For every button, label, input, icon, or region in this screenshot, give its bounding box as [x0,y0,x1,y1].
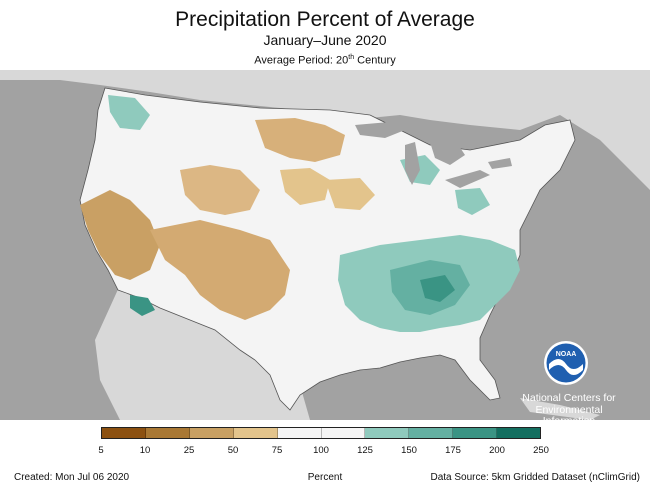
legend-swatch [453,428,498,438]
dry-area-northern-plains [255,118,345,162]
date-range: January–June 2020 [263,32,387,48]
lake-ontario [488,158,512,169]
precipitation-map: NOAA National Centers for Environmental … [0,70,650,427]
legend-swatch [189,428,234,438]
lake-erie [445,170,490,188]
legend-tick-label: 50 [227,445,239,456]
map-header: Precipitation Percent of Average January… [0,0,650,70]
wet-area-core [420,275,455,302]
legend-ticks: 5 10 25 50 75 100 125 150 175 200 250 [0,445,650,457]
legend-swatch [233,428,278,438]
legend-swatch [321,428,366,438]
dry-area-california-nevada [80,190,160,280]
dry-area-southwest [150,220,290,320]
noaa-logo-gull [549,359,583,375]
legend-swatch [409,428,454,438]
map-canvas [0,70,650,420]
noaa-logo: NOAA [544,341,588,385]
legend-tick-label: 25 [183,445,195,456]
average-period-prefix: Average Period: 20 [254,54,349,67]
ncei-label: National Centers for Environmental Infor… [520,392,618,428]
page-title: Precipitation Percent of Average [175,8,475,31]
legend-swatch [365,428,410,438]
legend-tick-label: 5 [98,445,104,456]
legend-swatch [277,428,322,438]
legend-tick-label: 100 [313,445,329,456]
legend-tick-label: 200 [489,445,505,456]
legend-tick-label: 250 [533,445,549,456]
unit-label: Percent [307,472,343,483]
legend-tick-label: 175 [445,445,461,456]
legend-swatch [497,428,541,438]
wet-area-ohio-valley [455,188,490,215]
wet-area-southern-arizona [130,295,155,316]
dry-area-iowa [325,178,375,210]
color-legend [101,427,541,439]
noaa-logo-text: NOAA [556,351,577,358]
dry-area-central-plains [280,168,330,205]
legend-tick-label: 75 [271,445,283,456]
canada-landmass [0,70,650,190]
lake-huron [430,140,465,165]
average-period-superscript: th [348,54,355,61]
legend-tick-label: 150 [401,445,417,456]
data-source: Data Source: 5km Gridded Dataset (nClimG… [430,472,640,483]
wet-area-pacific-northwest [108,95,150,130]
average-period: Average Period: 20th Century [0,51,650,68]
dry-area-rockies [180,165,260,215]
ncei-line-3: Information [542,415,596,427]
average-period-suffix: Century [354,54,396,67]
mexico-landmass [95,285,310,420]
ncei-line-1: National Centers for [522,392,616,404]
legend-swatch [145,428,190,438]
legend-tick-label: 125 [357,445,373,456]
legend-tick-label: 10 [139,445,151,456]
created-date: Created: Mon Jul 06 2020 [14,472,130,483]
cuba-landmass [520,398,600,420]
lake-superior [355,122,405,138]
legend-swatch [102,428,146,438]
ncei-line-2: Environmental [535,403,603,416]
lake-michigan [405,142,420,185]
